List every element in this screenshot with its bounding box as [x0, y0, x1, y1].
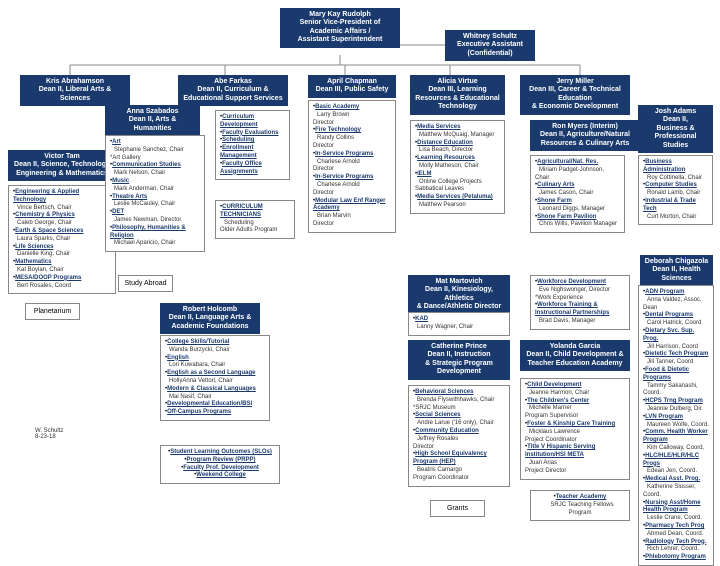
yolanda-list: •Child DevelopmentJeanne Harmon, Chair•T…: [520, 378, 630, 480]
catherine-list: •Behavioral SciencesBrenda Flyswithhawks…: [408, 385, 510, 487]
dean-holcomb: Robert HolcombDean II, Language Arts &Ac…: [160, 303, 260, 334]
slo-list: •Student Learning Outcomes (SLOs)•Progra…: [160, 445, 280, 484]
ron-list: •Agricultural/Nat. Res.Miriam Padget-Joh…: [530, 155, 625, 233]
april-list: •Basic AcademyLarry BrownDirector•Fire T…: [308, 100, 396, 233]
dean-garcia: Yolanda GarciaDean II, Child Development…: [520, 340, 630, 371]
wfd-list: •Workforce DevelopmentEve Nighswonger, D…: [530, 275, 630, 330]
josh-list: •Business AdministrationRoy Cottinella, …: [638, 155, 713, 225]
dean-myers: Ron Myers (Interim)Dean II, Agriculture/…: [530, 120, 640, 151]
curric-list: •Curriculum Development•Faculty Evaluati…: [215, 110, 290, 180]
dean-chigazola: Deborah ChigazolaDean II, Health Science…: [640, 255, 713, 286]
dean-virtue: Alicia VirtueDean III, LearningResources…: [410, 75, 505, 115]
dean-tam: Victor TamDean II, Science, TechnologyEn…: [8, 150, 116, 181]
grants-box: Grants: [430, 500, 485, 517]
author-note: W. Schultz8-23-18: [35, 428, 63, 440]
teacher-list: •Teacher AcademySRJC Teaching Fellows Pr…: [530, 490, 630, 521]
dean-miller: Jerry MillerDean III, Career & Technical…: [520, 75, 630, 115]
alicia-list: •Media ServicesMatthew McQuaig, Manager•…: [410, 120, 505, 214]
planetarium-box: Planetarium: [25, 303, 80, 320]
svp-box: Mary Kay RudolphSenior Vice-President of…: [280, 8, 400, 48]
curric2-list: •CURRICULUM TECHNICIANSSchedulingOlder A…: [215, 200, 295, 239]
mat-list: •KADLanny Wagner, Chair: [408, 312, 510, 336]
dean-szabados: Anna SzabadosDean II, Arts & Humanities: [105, 105, 200, 136]
victor-list: •Engineering & Applied TechnologyVince B…: [8, 185, 116, 294]
robert-list: •College Skills/TutorialWanda Burzycki, …: [160, 335, 270, 421]
dean-martovich: Mat MartovichDean II, Kinesiology, Athle…: [408, 275, 510, 315]
anna-list: •ArtStephanie Sanchez, Chair*Art Gallery…: [105, 135, 205, 252]
exec-asst-box: Whitney SchultzExecutive Assistant(Confi…: [445, 30, 535, 61]
dean-abrahamson: Kris AbrahamsonDean II, Liberal Arts & S…: [20, 75, 130, 106]
study-abroad-box: Study Abroad: [118, 275, 173, 292]
dean-prince: Catherine PrinceDean II, Instruction& St…: [408, 340, 510, 380]
dean-farkas: Abe FarkasDean II, Curriculum &Education…: [178, 75, 288, 106]
deborah-list: •ADN ProgramAnna Valdez, Assoc. Dean•Den…: [638, 285, 714, 566]
dean-adams: Josh AdamsDean II,Business & Professiona…: [638, 105, 713, 153]
dean-chapman: April ChapmanDean III, Public Safety: [308, 75, 396, 98]
